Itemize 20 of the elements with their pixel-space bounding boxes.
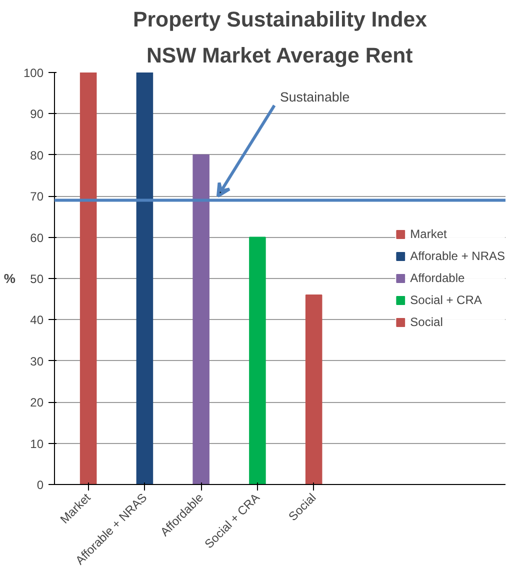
ref-line-label: Sustainable: [280, 90, 350, 105]
y-tick-label: 60: [30, 230, 44, 245]
y-axis-title: %: [4, 271, 16, 286]
legend-label: Afforable + NRAS: [410, 249, 505, 263]
legend-label: Social + CRA: [410, 293, 482, 307]
chart-title: Property Sustainability Index: [133, 8, 428, 32]
y-tick-label: 10: [30, 436, 44, 451]
legend-label: Affordable: [410, 271, 465, 285]
y-tick-label: 40: [30, 313, 44, 328]
y-tick-label: 70: [30, 190, 44, 204]
y-tick-label: 80: [30, 148, 44, 162]
y-tick-label: 20: [30, 396, 44, 410]
legend-label: Market: [410, 227, 447, 241]
y-tick-label: 0: [36, 478, 44, 492]
legend-label: Social: [410, 315, 443, 329]
y-tick-label: 50: [30, 272, 44, 286]
chart-subtitle: NSW Market Average Rent: [146, 44, 413, 68]
y-tick-label: 90: [30, 107, 44, 122]
y-tick-label: 100: [23, 66, 44, 80]
y-tick-label: 30: [30, 354, 44, 368]
